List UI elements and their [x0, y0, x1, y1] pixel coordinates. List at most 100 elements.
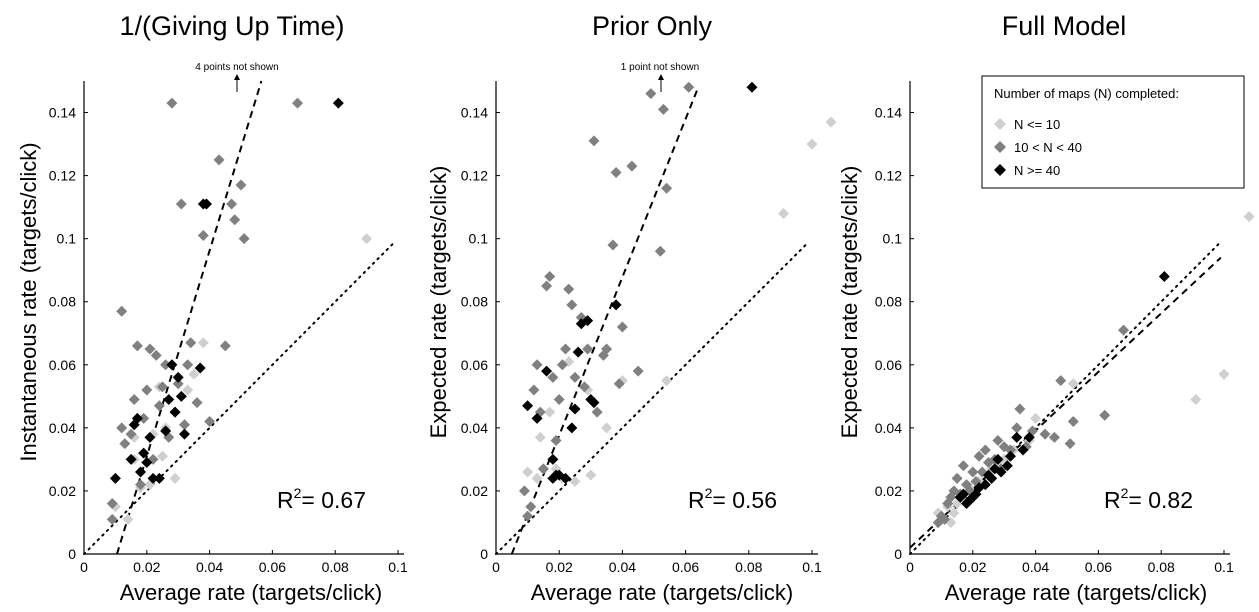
data-point — [1039, 428, 1051, 440]
data-point — [588, 135, 600, 147]
x-axis-label: Average rate (targets/click) — [120, 580, 382, 605]
data-point — [175, 390, 187, 402]
data-point — [531, 412, 543, 424]
y-tick-label: 0.08 — [875, 294, 902, 310]
data-point — [157, 450, 168, 462]
data-point — [157, 381, 168, 393]
data-point — [778, 207, 790, 219]
arrow-head-icon — [658, 74, 664, 80]
legend-entry: N >= 40 — [1014, 163, 1060, 178]
data-point — [569, 475, 581, 487]
data-point — [332, 97, 344, 109]
legend-box — [981, 75, 1245, 189]
data-point — [191, 397, 203, 409]
data-point — [531, 359, 543, 371]
data-point — [541, 280, 553, 292]
data-point — [979, 479, 991, 491]
data-point — [163, 393, 175, 405]
y-axis-label: Expected rate (targets/click) — [837, 166, 862, 439]
data-point — [547, 371, 559, 383]
data-point — [995, 466, 1007, 478]
data-point — [213, 154, 225, 166]
data-point — [601, 343, 613, 355]
data-point — [131, 340, 143, 352]
data-point — [1023, 431, 1035, 443]
data-point — [166, 359, 178, 371]
data-point — [957, 460, 969, 472]
data-point — [992, 434, 1004, 446]
x-tick-label: 0.06 — [672, 559, 699, 575]
r-squared-label: R2= 0.82 — [1104, 485, 1193, 513]
x-tick-label: 0.08 — [322, 559, 349, 575]
data-point — [616, 321, 628, 333]
data-point — [1099, 409, 1111, 421]
data-point — [582, 315, 594, 327]
x-tick-label: 0 — [492, 559, 500, 575]
y-tick-label: 0.06 — [461, 357, 488, 373]
data-point — [683, 81, 695, 93]
legend-entry: 10 < N < 40 — [1014, 140, 1082, 155]
y-tick-label: 0 — [68, 546, 76, 562]
data-point — [518, 485, 530, 497]
data-point — [150, 349, 162, 361]
data-point — [182, 359, 194, 371]
data-point — [109, 472, 121, 484]
legend-title: Number of maps (N) completed: — [994, 86, 1179, 101]
data-point — [200, 198, 212, 210]
arrow-head-icon — [234, 74, 240, 80]
y-tick-label: 0.04 — [49, 420, 76, 436]
data-point — [172, 378, 184, 390]
y-tick-label: 0.08 — [49, 294, 76, 310]
y-tick-label: 0.04 — [461, 420, 488, 436]
data-point — [169, 406, 181, 418]
legend-marker — [994, 141, 1006, 153]
data-point — [556, 359, 568, 371]
data-point — [825, 116, 837, 128]
data-point — [141, 457, 153, 469]
y-tick-label: 0.12 — [461, 168, 488, 184]
legend: Number of maps (N) completed: N <= 10 10 <… — [981, 75, 1245, 189]
data-point — [125, 453, 137, 465]
data-point — [569, 371, 581, 383]
data-point — [661, 375, 673, 387]
y-tick-label: 0.06 — [875, 357, 902, 373]
x-tick-label: 0.02 — [133, 559, 160, 575]
data-point — [572, 346, 584, 358]
data-point — [948, 507, 960, 519]
data-point — [544, 406, 556, 418]
x-tick-label: 0.08 — [1148, 559, 1175, 575]
y-tick-label: 0.12 — [875, 168, 902, 184]
data-point — [153, 400, 165, 412]
data-point — [522, 400, 534, 412]
x-tick-label: 0.04 — [1022, 559, 1049, 575]
data-point — [1011, 431, 1023, 443]
y-tick-label: 0.02 — [875, 483, 902, 499]
data-point — [122, 513, 134, 525]
data-point — [1020, 441, 1032, 453]
legend-marker — [994, 164, 1006, 176]
data-point — [992, 453, 1004, 465]
data-point — [645, 88, 657, 100]
panel-title: Full Model — [1002, 11, 1127, 41]
data-point — [626, 160, 638, 172]
data-point — [197, 337, 209, 349]
data-point — [986, 472, 998, 484]
y-axis-label: Instantaneous rate (targets/click) — [16, 142, 41, 461]
data-point — [361, 233, 373, 245]
data-point — [563, 283, 575, 295]
y-tick-label: 0.04 — [875, 420, 902, 436]
data-point — [525, 501, 537, 513]
y-tick-label: 0.02 — [49, 483, 76, 499]
data-point — [138, 447, 150, 459]
data-point — [229, 214, 241, 226]
data-point — [141, 384, 153, 396]
identity-line — [495, 240, 810, 555]
data-point — [128, 393, 140, 405]
data-point — [967, 466, 979, 478]
legend-entry: N <= 10 — [1014, 117, 1060, 132]
data-point — [169, 472, 181, 484]
data-point — [135, 466, 147, 478]
data-point — [106, 513, 118, 525]
data-point — [116, 422, 128, 434]
data-point — [547, 453, 559, 465]
